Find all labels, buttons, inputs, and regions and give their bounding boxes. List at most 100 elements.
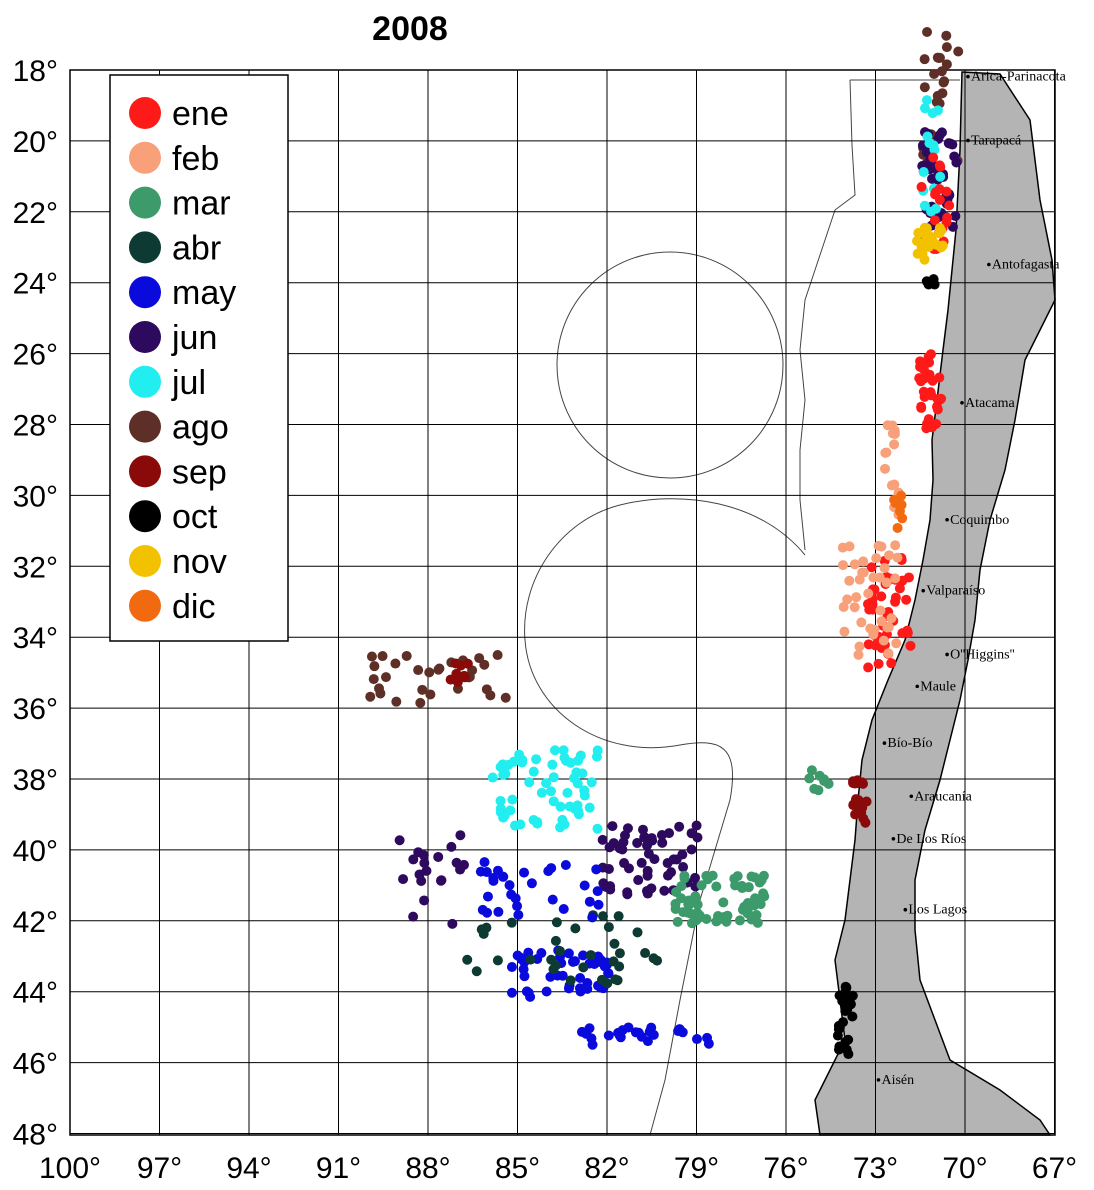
catch-point-may (519, 971, 530, 982)
catch-point-jul (548, 796, 559, 807)
catch-point-jun (945, 138, 956, 149)
region-label: Arica-Parinacota (971, 70, 1067, 85)
catch-point-jul (586, 777, 597, 788)
catch-point-jul (575, 750, 586, 761)
catch-point-ene (923, 414, 934, 425)
catch-point-may (584, 896, 595, 907)
catch-point-may (510, 893, 521, 904)
catch-point-abr (546, 954, 557, 965)
catch-point-jun (446, 841, 457, 852)
catch-point-ene (932, 394, 943, 405)
catch-point-mar (746, 871, 757, 882)
longitude-label: 91° (316, 1152, 361, 1185)
catch-point-may (563, 983, 574, 994)
catch-point-may (636, 1031, 647, 1042)
legend-swatch-abr (129, 231, 161, 264)
region-marker (987, 262, 991, 267)
catch-point-feb (878, 635, 889, 646)
catch-point-abr (614, 948, 625, 959)
catch-point-may (512, 950, 523, 961)
catch-point-ago (500, 692, 511, 703)
catch-point-feb (857, 567, 868, 578)
catch-point-oct (841, 1044, 852, 1055)
catch-point-jul (547, 759, 558, 770)
catch-point-ago (415, 697, 426, 708)
catch-point-mar (750, 893, 761, 904)
catch-point-ene (867, 598, 878, 609)
eez-circle-san-felix (556, 251, 784, 479)
catch-point-abr (598, 911, 609, 922)
latitude-label: 36° (13, 693, 58, 726)
catch-point-mar (676, 893, 687, 904)
catch-point-ago (374, 683, 385, 694)
catch-point-jun (662, 870, 673, 881)
catch-point-ene (921, 423, 932, 434)
catch-point-ago (919, 54, 930, 65)
catch-point-jun (664, 828, 675, 839)
catch-point-feb (876, 541, 887, 552)
catch-point-ene (935, 161, 946, 172)
catch-point-jun (433, 851, 444, 862)
catch-point-jun (394, 835, 405, 846)
region-label: Atacama (965, 396, 1016, 411)
catch-point-jun (608, 838, 619, 849)
catch-point-ene (905, 640, 916, 651)
longitude-label: 82° (584, 1152, 629, 1185)
longitude-label: 97° (137, 1152, 182, 1185)
latitude-label: 24° (13, 268, 58, 301)
longitude-label: 88° (405, 1152, 450, 1185)
catch-point-mar (806, 765, 817, 776)
catch-point-sep (452, 677, 463, 688)
catch-point-mar (742, 898, 753, 909)
catch-point-may (599, 961, 610, 972)
catch-point-jul (507, 794, 518, 805)
catch-point-jun (419, 895, 430, 906)
latitude-label: 32° (13, 551, 58, 584)
catch-point-ago (922, 27, 933, 38)
catch-point-may (563, 948, 574, 959)
latitude-label: 44° (13, 977, 58, 1010)
region-marker (960, 400, 964, 405)
catch-point-jun (622, 889, 633, 900)
catch-point-jun (605, 884, 616, 895)
catch-point-ago (937, 88, 948, 99)
catch-point-ene (886, 658, 897, 669)
catch-point-jun (632, 837, 643, 848)
catch-point-ene (901, 594, 912, 605)
catch-point-oct (842, 1003, 853, 1014)
catch-point-may (581, 1028, 592, 1039)
catch-point-mar (756, 875, 767, 886)
catch-point-may (691, 1034, 702, 1045)
legend-label-abr: abr (172, 229, 221, 267)
legend-label-jul: jul (171, 364, 206, 402)
catch-point-feb (863, 588, 874, 599)
catch-point-feb (884, 550, 895, 561)
catch-point-sep (857, 777, 868, 788)
catch-point-jul (555, 801, 566, 812)
catch-point-may (481, 867, 492, 878)
catch-point-mar (752, 917, 763, 928)
catch-point-mar (696, 880, 707, 891)
region-marker (876, 1078, 881, 1082)
catch-point-jul (495, 807, 506, 818)
catch-point-feb (844, 575, 855, 586)
catch-point-abr (632, 927, 643, 938)
catch-point-ene (918, 386, 929, 397)
catch-point-jul (524, 777, 535, 788)
region-label: O''Higgins'' (950, 647, 1015, 662)
catch-point-abr (506, 917, 517, 928)
region-marker (966, 138, 970, 143)
catch-point-feb (879, 562, 890, 573)
catch-point-jul (919, 200, 930, 211)
catch-point-ago (953, 46, 964, 57)
catch-point-jul (935, 171, 946, 182)
catch-point-jul (591, 751, 602, 762)
catch-point-abr (478, 928, 489, 939)
catch-point-may (703, 1038, 714, 1049)
region-label: Valparaíso (926, 584, 985, 599)
catch-point-mar (711, 881, 722, 892)
catch-point-feb (882, 420, 893, 431)
catch-point-feb (837, 542, 848, 553)
catch-point-may (497, 871, 508, 882)
catch-point-jun (633, 875, 644, 886)
